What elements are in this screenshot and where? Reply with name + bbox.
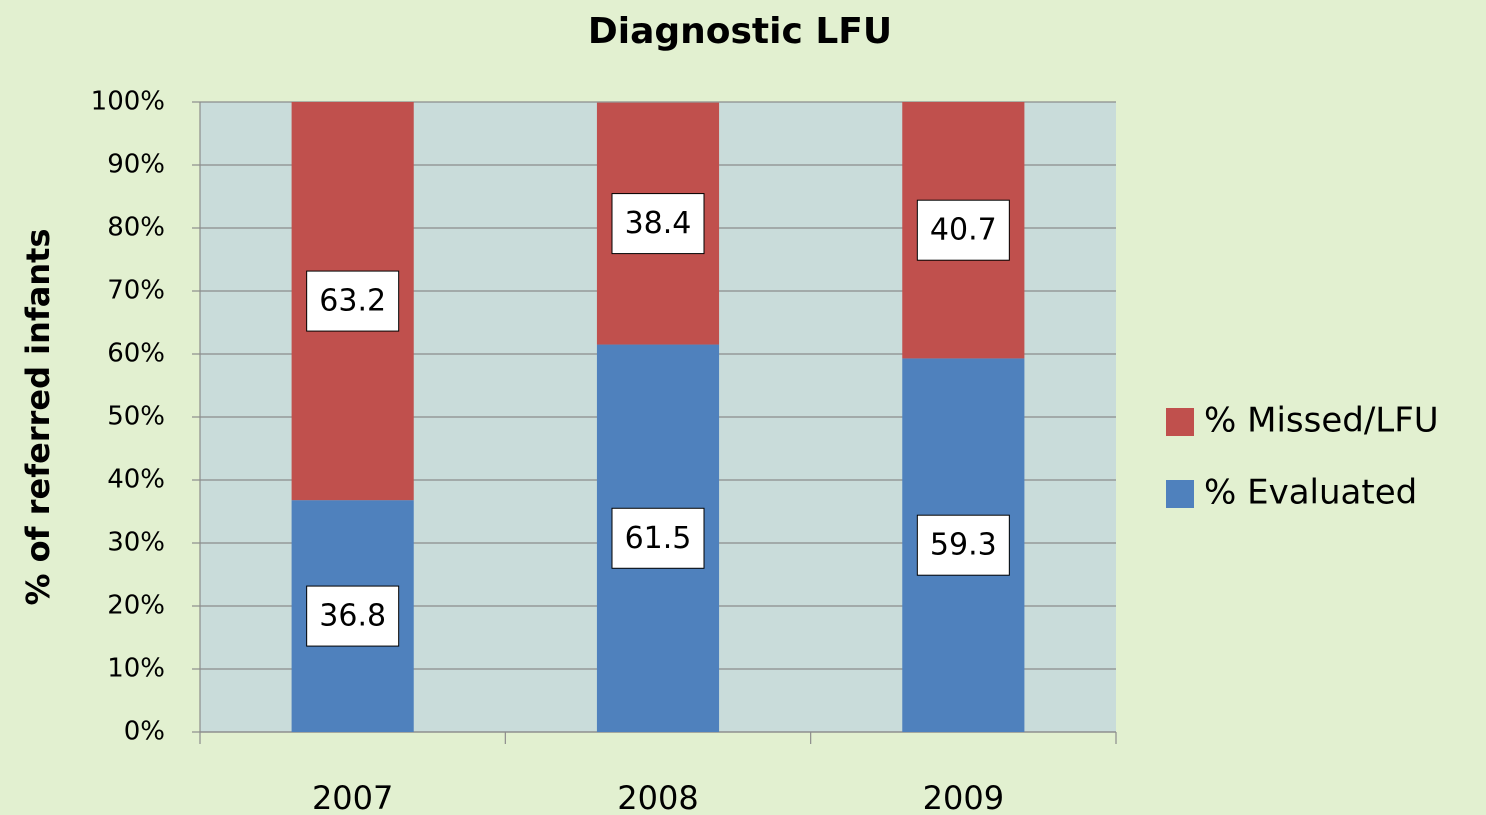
chart-title: Diagnostic LFU <box>588 11 892 52</box>
legend-swatch <box>1166 480 1194 508</box>
legend-swatch <box>1166 408 1194 436</box>
y-tick-label: 20% <box>107 591 165 621</box>
y-tick-label: 50% <box>107 402 165 432</box>
data-label: 38.4 <box>625 206 692 241</box>
y-tick-label: 70% <box>107 276 165 306</box>
data-label-box <box>916 514 1010 576</box>
y-tick-label: 90% <box>107 150 165 180</box>
data-label: 36.8 <box>319 599 386 634</box>
data-label-box <box>916 199 1010 261</box>
x-tick-label: 2007 <box>312 779 393 815</box>
data-label-box <box>611 507 705 569</box>
x-tick-label: 2008 <box>617 779 698 815</box>
legend-label: % Missed/LFU <box>1204 401 1439 441</box>
x-tick-label: 2009 <box>923 779 1004 815</box>
y-axis-label: % of referred infants <box>19 228 57 605</box>
y-tick-label: 30% <box>107 528 165 558</box>
y-tick-label: 40% <box>107 465 165 495</box>
data-label-box <box>611 193 705 255</box>
y-tick-label: 0% <box>124 717 165 747</box>
y-tick-label: 60% <box>107 339 165 369</box>
y-tick-label: 100% <box>91 87 165 117</box>
data-label-box <box>306 585 400 647</box>
data-label: 59.3 <box>930 528 997 563</box>
data-label: 61.5 <box>625 521 692 556</box>
y-tick-label: 80% <box>107 213 165 243</box>
legend-label: % Evaluated <box>1204 473 1417 513</box>
data-label-box <box>306 270 400 332</box>
data-label: 63.2 <box>319 284 386 319</box>
y-tick-label: 10% <box>107 654 165 684</box>
data-label: 40.7 <box>930 213 997 248</box>
